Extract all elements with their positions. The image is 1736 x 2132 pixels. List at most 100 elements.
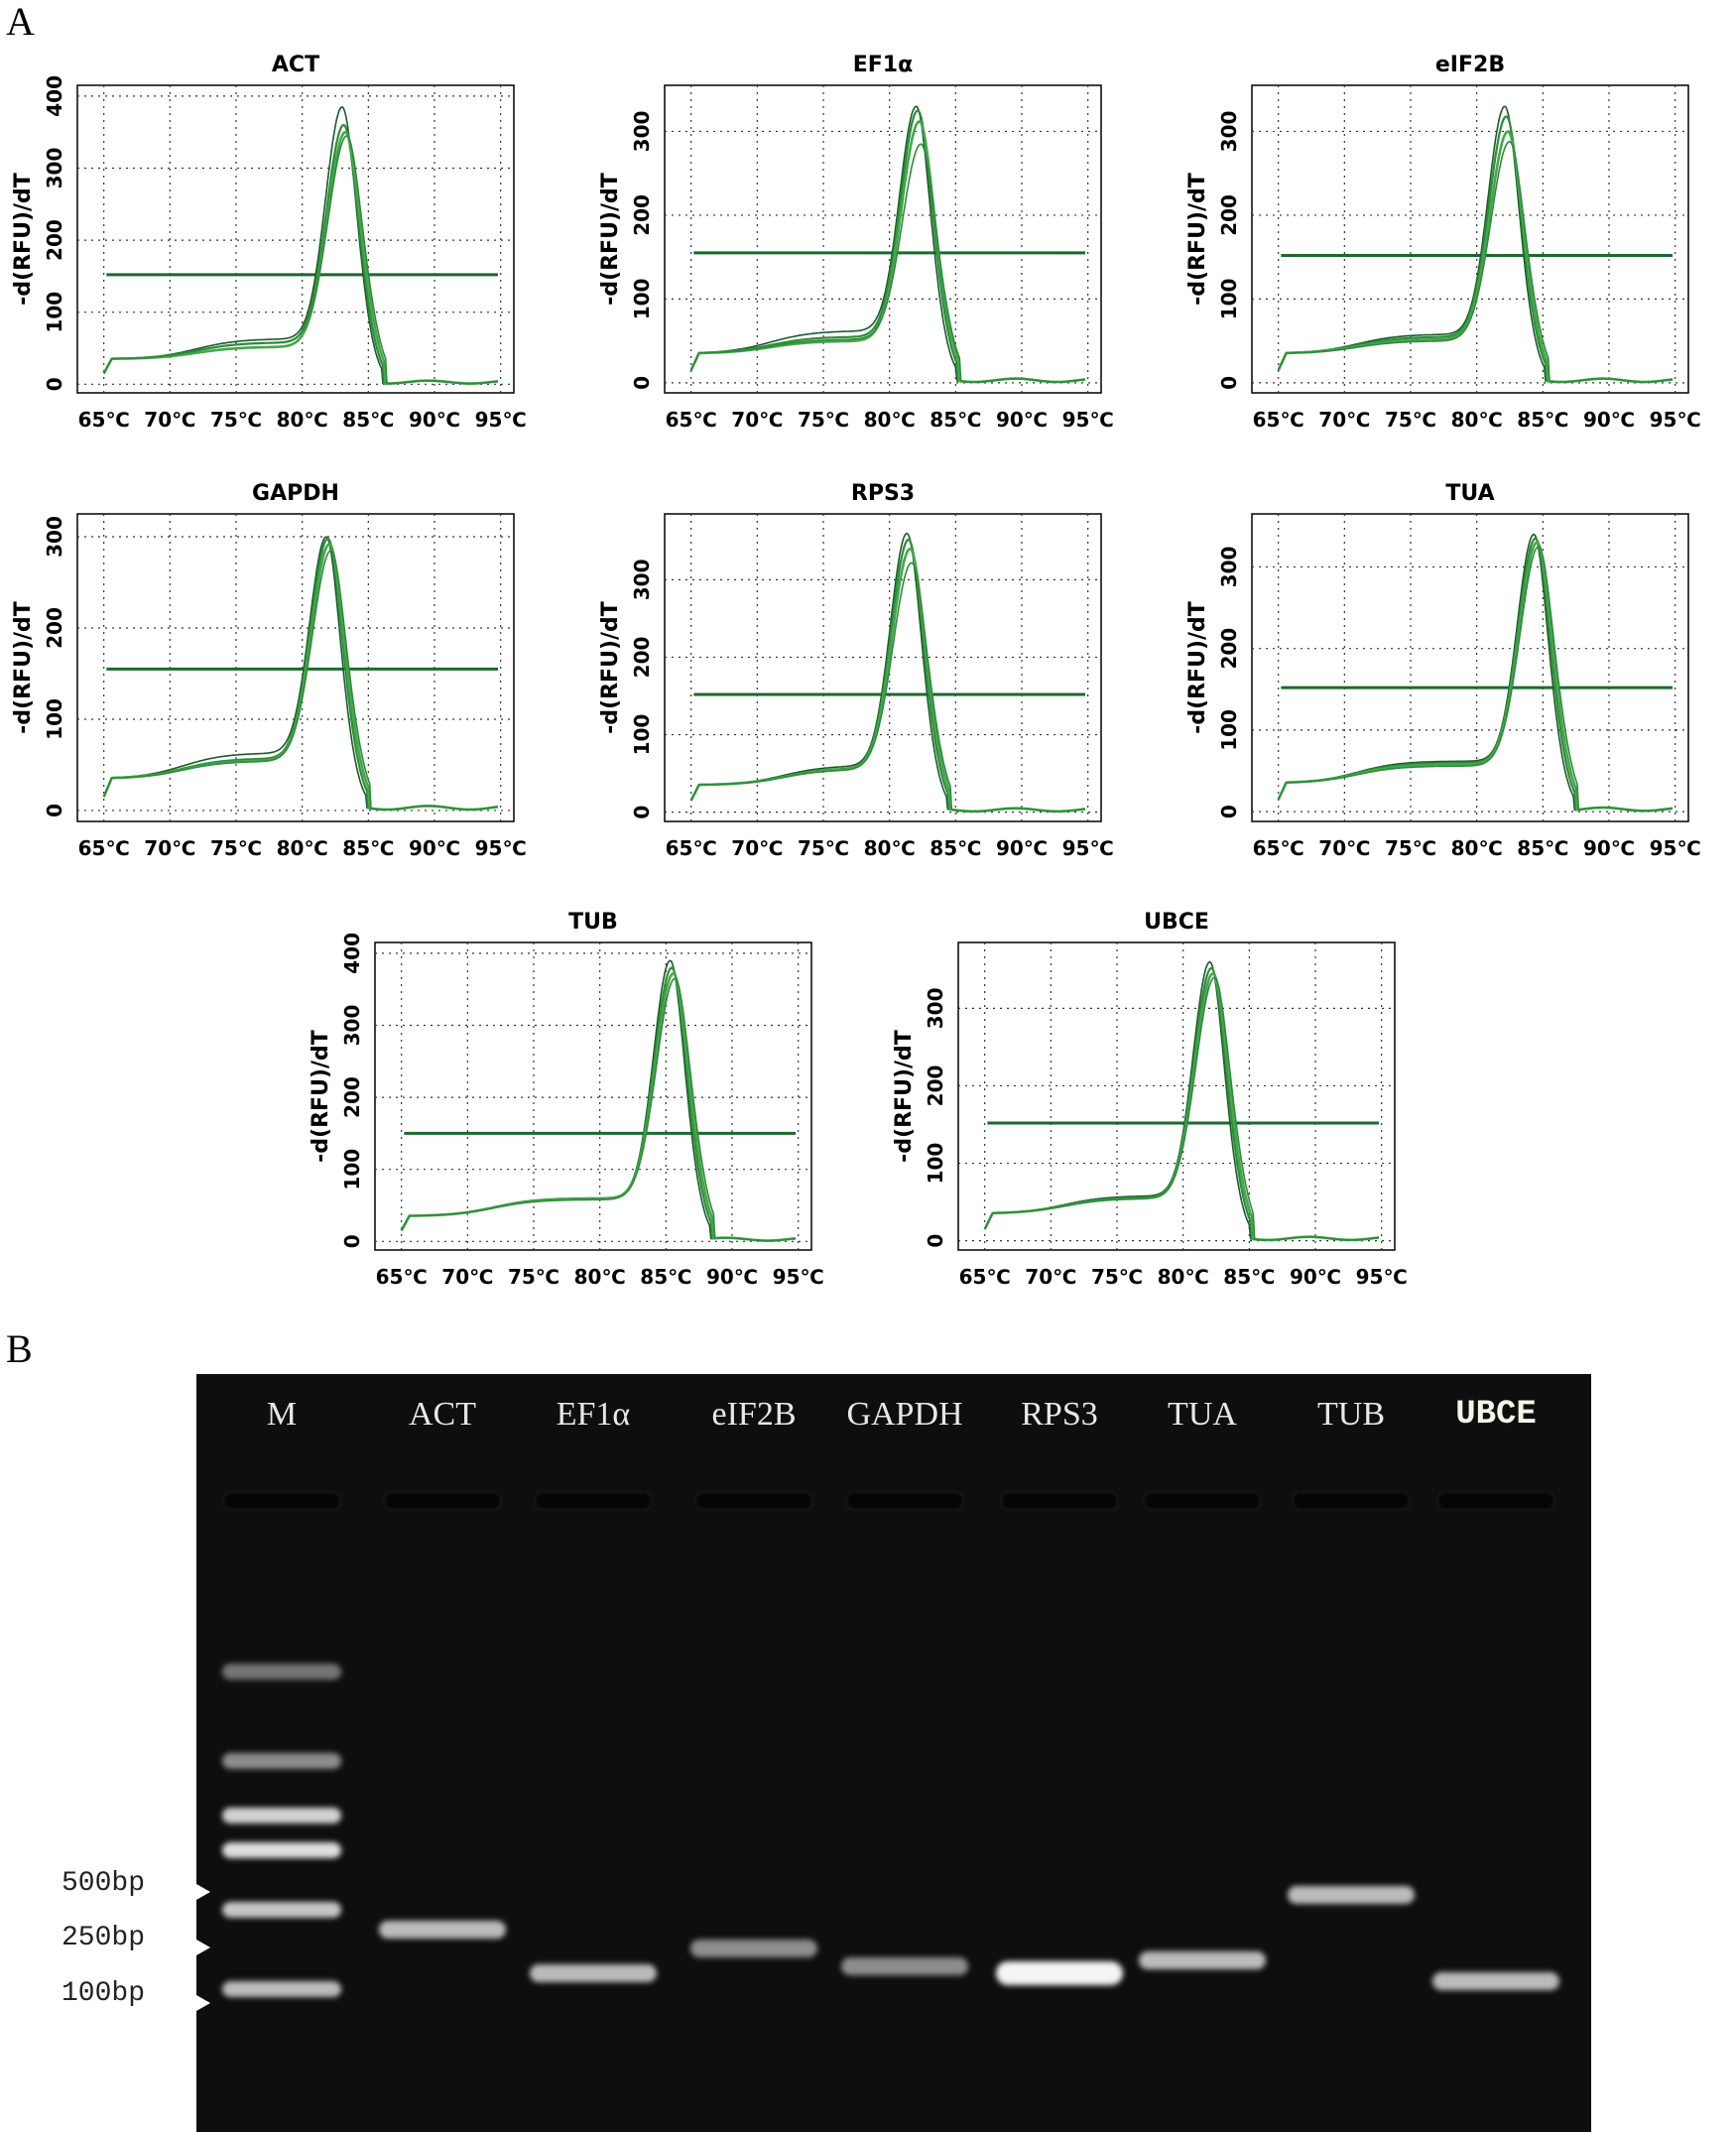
x-tick-label: 80℃ — [1158, 1265, 1209, 1289]
x-tick-label: 65℃ — [376, 1265, 428, 1289]
melt-curve-series-4 — [102, 135, 499, 385]
marker-arrow-250bp — [196, 1940, 210, 1955]
lane-label-rps3: RPS3 — [1021, 1396, 1098, 1433]
y-tick-label: 0 — [630, 376, 654, 390]
y-tick-label: 100 — [924, 1143, 947, 1185]
x-tick-label: 90℃ — [996, 836, 1048, 860]
x-tick-label: 85℃ — [1517, 408, 1568, 432]
x-tick-label: 65℃ — [666, 408, 717, 432]
y-axis-label: -d(RFU)/dT — [11, 173, 36, 306]
agarose-gel-image: M ACT EF1α eIF2B GAPDH RPS3 TUA TUB UBCE — [196, 1374, 1591, 2132]
plot-frame — [76, 84, 515, 394]
y-tick-label: 100 — [630, 279, 654, 320]
x-tick-label: 90℃ — [1583, 836, 1635, 860]
x-tick-label: 95℃ — [475, 408, 527, 432]
panel-b-label: B — [6, 1326, 33, 1371]
melt-curve-series-4 — [1277, 546, 1674, 813]
marker-band — [222, 1663, 341, 1680]
x-tick-label: 90℃ — [1290, 1265, 1341, 1289]
sample-band-eif2b — [690, 1940, 817, 1958]
melt-curve-series-4 — [400, 977, 797, 1242]
y-tick-label: 0 — [630, 806, 654, 819]
y-tick-label: 300 — [1217, 111, 1241, 153]
x-tick-label: 70℃ — [144, 836, 195, 860]
y-axis-label: -d(RFU)/dT — [598, 601, 623, 734]
y-tick-label: 200 — [630, 194, 654, 236]
x-tick-label: 65℃ — [1253, 836, 1304, 860]
chart-title: TUB — [568, 910, 618, 935]
chart-act: ACT -d(RFU)/dT 0 100 200 300 400 65℃ 70℃ 75℃ 80℃ 85… — [11, 53, 527, 432]
marker-band — [222, 1902, 341, 1919]
x-tick-label: 70℃ — [1318, 836, 1370, 860]
lane-label-tub: TUB — [1317, 1396, 1385, 1433]
x-tick-label: 70℃ — [144, 408, 195, 432]
gel-well — [222, 1491, 341, 1511]
sample-band-tub — [1288, 1885, 1415, 1904]
marker-band — [222, 1807, 341, 1823]
chart-eif2b: eIF2B -d(RFU)/dT 0 100 200 300 65℃ 70℃ 75℃ 80℃ 85℃… — [1185, 53, 1701, 432]
x-tick-label: 95℃ — [1062, 408, 1114, 432]
x-tick-label: 75℃ — [798, 408, 849, 432]
x-tick-label: 75℃ — [210, 836, 262, 860]
y-tick-label: 300 — [924, 987, 947, 1029]
x-tick-label: 75℃ — [508, 1265, 559, 1289]
plot-frame — [1251, 84, 1689, 394]
y-tick-label: 100 — [630, 714, 654, 756]
x-tick-label: 95℃ — [475, 836, 527, 860]
chart-title: EF1α — [853, 53, 913, 77]
y-tick-label: 400 — [43, 75, 66, 117]
y-tick-label: 300 — [630, 111, 654, 153]
x-tick-label: 70℃ — [441, 1265, 493, 1289]
marker-label-100bp: 100bp — [62, 1978, 146, 2009]
gel-well — [534, 1491, 653, 1511]
x-tick-label: 65℃ — [959, 1265, 1011, 1289]
chart-title: ACT — [272, 53, 319, 77]
plot-frame — [664, 513, 1102, 822]
marker-label-500bp: 500bp — [62, 1868, 146, 1899]
y-axis-label: -d(RFU)/dT — [309, 1030, 333, 1163]
gel-well — [694, 1491, 813, 1511]
lane-label-tua: TUA — [1168, 1396, 1237, 1433]
melt-curve-series-4 — [983, 976, 1380, 1241]
y-tick-label: 200 — [43, 607, 66, 649]
x-tick-label: 80℃ — [574, 1265, 626, 1289]
sample-band-tua — [1139, 1950, 1266, 1969]
y-tick-label: 200 — [1217, 628, 1241, 670]
chart-title: UBCE — [1144, 910, 1209, 935]
gel-well — [1000, 1491, 1119, 1511]
chart-ef1α: EF1α -d(RFU)/dT 0 100 200 300 65℃ 70℃ 75℃ 80℃ 85℃ 9… — [598, 53, 1114, 432]
y-tick-label: 300 — [1217, 547, 1241, 588]
marker-band — [222, 1842, 341, 1859]
lane-label-ubce: UBCE — [1455, 1396, 1537, 1434]
y-tick-label: 0 — [1217, 805, 1241, 818]
x-tick-label: 80℃ — [1451, 408, 1503, 432]
x-tick-label: 85℃ — [1517, 836, 1568, 860]
chart-gapdh: GAPDH -d(RFU)/dT 0 100 200 300 65℃ 70℃ 75℃ 80℃ 85℃… — [11, 481, 527, 860]
y-tick-label: 0 — [1217, 376, 1241, 390]
x-tick-label: 80℃ — [277, 408, 328, 432]
gel-well — [845, 1491, 964, 1511]
x-tick-label: 85℃ — [342, 408, 394, 432]
y-tick-label: 300 — [340, 1005, 364, 1047]
marker-arrow-500bp — [196, 1884, 210, 1900]
x-tick-label: 90℃ — [409, 836, 460, 860]
sample-band-act — [379, 1920, 506, 1939]
gel-well — [1436, 1491, 1555, 1511]
y-tick-label: 300 — [43, 148, 66, 189]
y-axis-label: -d(RFU)/dT — [1185, 601, 1210, 734]
chart-ubce: UBCE -d(RFU)/dT 0 100 200 300 65℃ 70℃ 75℃ 80℃ 85℃ 9… — [892, 910, 1408, 1289]
chart-rps3: RPS3 -d(RFU)/dT 0 100 200 300 65℃ 70℃ 75℃ 80℃ 85℃ 9… — [598, 481, 1114, 860]
plot-frame — [664, 84, 1102, 394]
chart-title: TUA — [1445, 481, 1494, 506]
x-tick-label: 65℃ — [666, 836, 717, 860]
y-tick-label: 200 — [340, 1076, 364, 1118]
x-tick-label: 85℃ — [930, 836, 981, 860]
marker-band — [222, 1981, 341, 1997]
x-tick-label: 85℃ — [1223, 1265, 1275, 1289]
lane-label-eif2b: eIF2B — [711, 1396, 797, 1433]
x-tick-label: 75℃ — [1385, 836, 1436, 860]
x-tick-label: 80℃ — [864, 836, 916, 860]
y-tick-label: 0 — [43, 377, 66, 391]
lane-label-gapdh: GAPDH — [846, 1396, 963, 1433]
melt-curve-series-4 — [102, 550, 499, 811]
